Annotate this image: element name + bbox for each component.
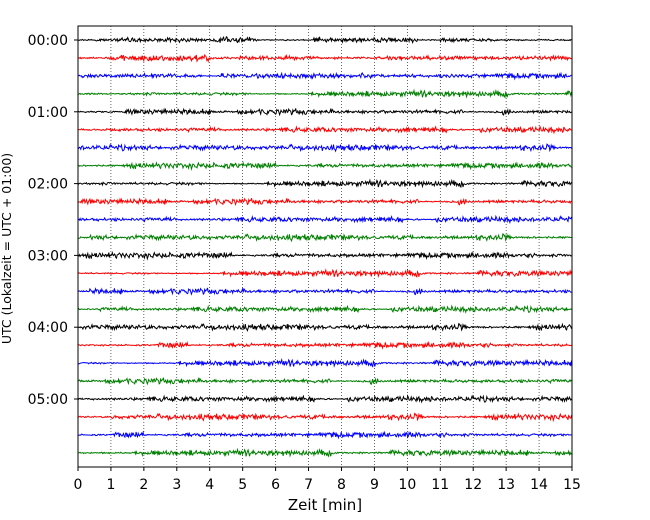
trace-line <box>77 340 572 350</box>
x-tick-label: 10 <box>398 477 416 493</box>
trace-line <box>77 430 572 440</box>
grid-lines <box>110 26 540 467</box>
trace-line <box>77 394 572 404</box>
trace-line <box>77 268 572 279</box>
x-tick-label: 9 <box>370 477 379 493</box>
x-tick-label: 4 <box>205 477 214 493</box>
x-tick-label: 2 <box>139 477 148 493</box>
trace-line <box>77 143 572 153</box>
y-tick-label: 01:00 <box>28 105 68 121</box>
y-tick-label: 02:00 <box>28 177 68 193</box>
x-tick-label: 8 <box>337 477 346 493</box>
x-tick-label: 6 <box>271 477 280 493</box>
trace-line <box>77 88 572 99</box>
trace-line <box>77 71 572 81</box>
x-tick-label: 14 <box>530 477 548 493</box>
x-tick-label: 13 <box>497 477 515 493</box>
trace-line <box>77 214 572 225</box>
plot-frame <box>77 25 573 468</box>
trace-line <box>77 124 572 135</box>
y-tick-label: 03:00 <box>28 248 68 264</box>
x-tick-label: 3 <box>172 477 181 493</box>
x-tick-label: 1 <box>106 477 115 493</box>
trace-line <box>77 412 572 423</box>
trace-line <box>77 178 572 189</box>
x-tick-label: 7 <box>304 477 313 493</box>
trace-line <box>77 304 572 314</box>
traces <box>77 36 572 458</box>
x-tick-label: 5 <box>238 477 247 493</box>
y-axis-label: UTC (Lokalzeit = UTC + 01:00) <box>0 153 14 344</box>
trace-line <box>77 287 572 296</box>
x-axis-label: Zeit [min] <box>288 496 362 514</box>
x-axis-ticks: 0 1 2 3 4 5 6 7 8 9 10 11 12 13 14 15 <box>74 467 581 493</box>
trace-line <box>77 197 572 206</box>
y-axis-ticks: 00:00 01:00 02:00 03:00 04:00 05:00 <box>28 33 78 408</box>
x-tick-label: 0 <box>74 477 83 493</box>
x-tick-label: 15 <box>563 477 581 493</box>
trace-line <box>77 107 572 117</box>
trace-line <box>77 36 572 45</box>
x-tick-label: 12 <box>464 477 482 493</box>
trace-line <box>77 232 572 243</box>
trace-line <box>77 250 572 261</box>
y-tick-label: 04:00 <box>28 320 68 336</box>
trace-line <box>77 447 572 458</box>
trace-line <box>77 376 572 386</box>
trace-line <box>77 357 572 368</box>
trace-line <box>77 322 572 332</box>
x-tick-label: 11 <box>431 477 449 493</box>
y-tick-label: 00:00 <box>28 33 68 49</box>
trace-line <box>77 161 572 171</box>
y-tick-label: 05:00 <box>28 392 68 408</box>
trace-line <box>77 53 572 64</box>
